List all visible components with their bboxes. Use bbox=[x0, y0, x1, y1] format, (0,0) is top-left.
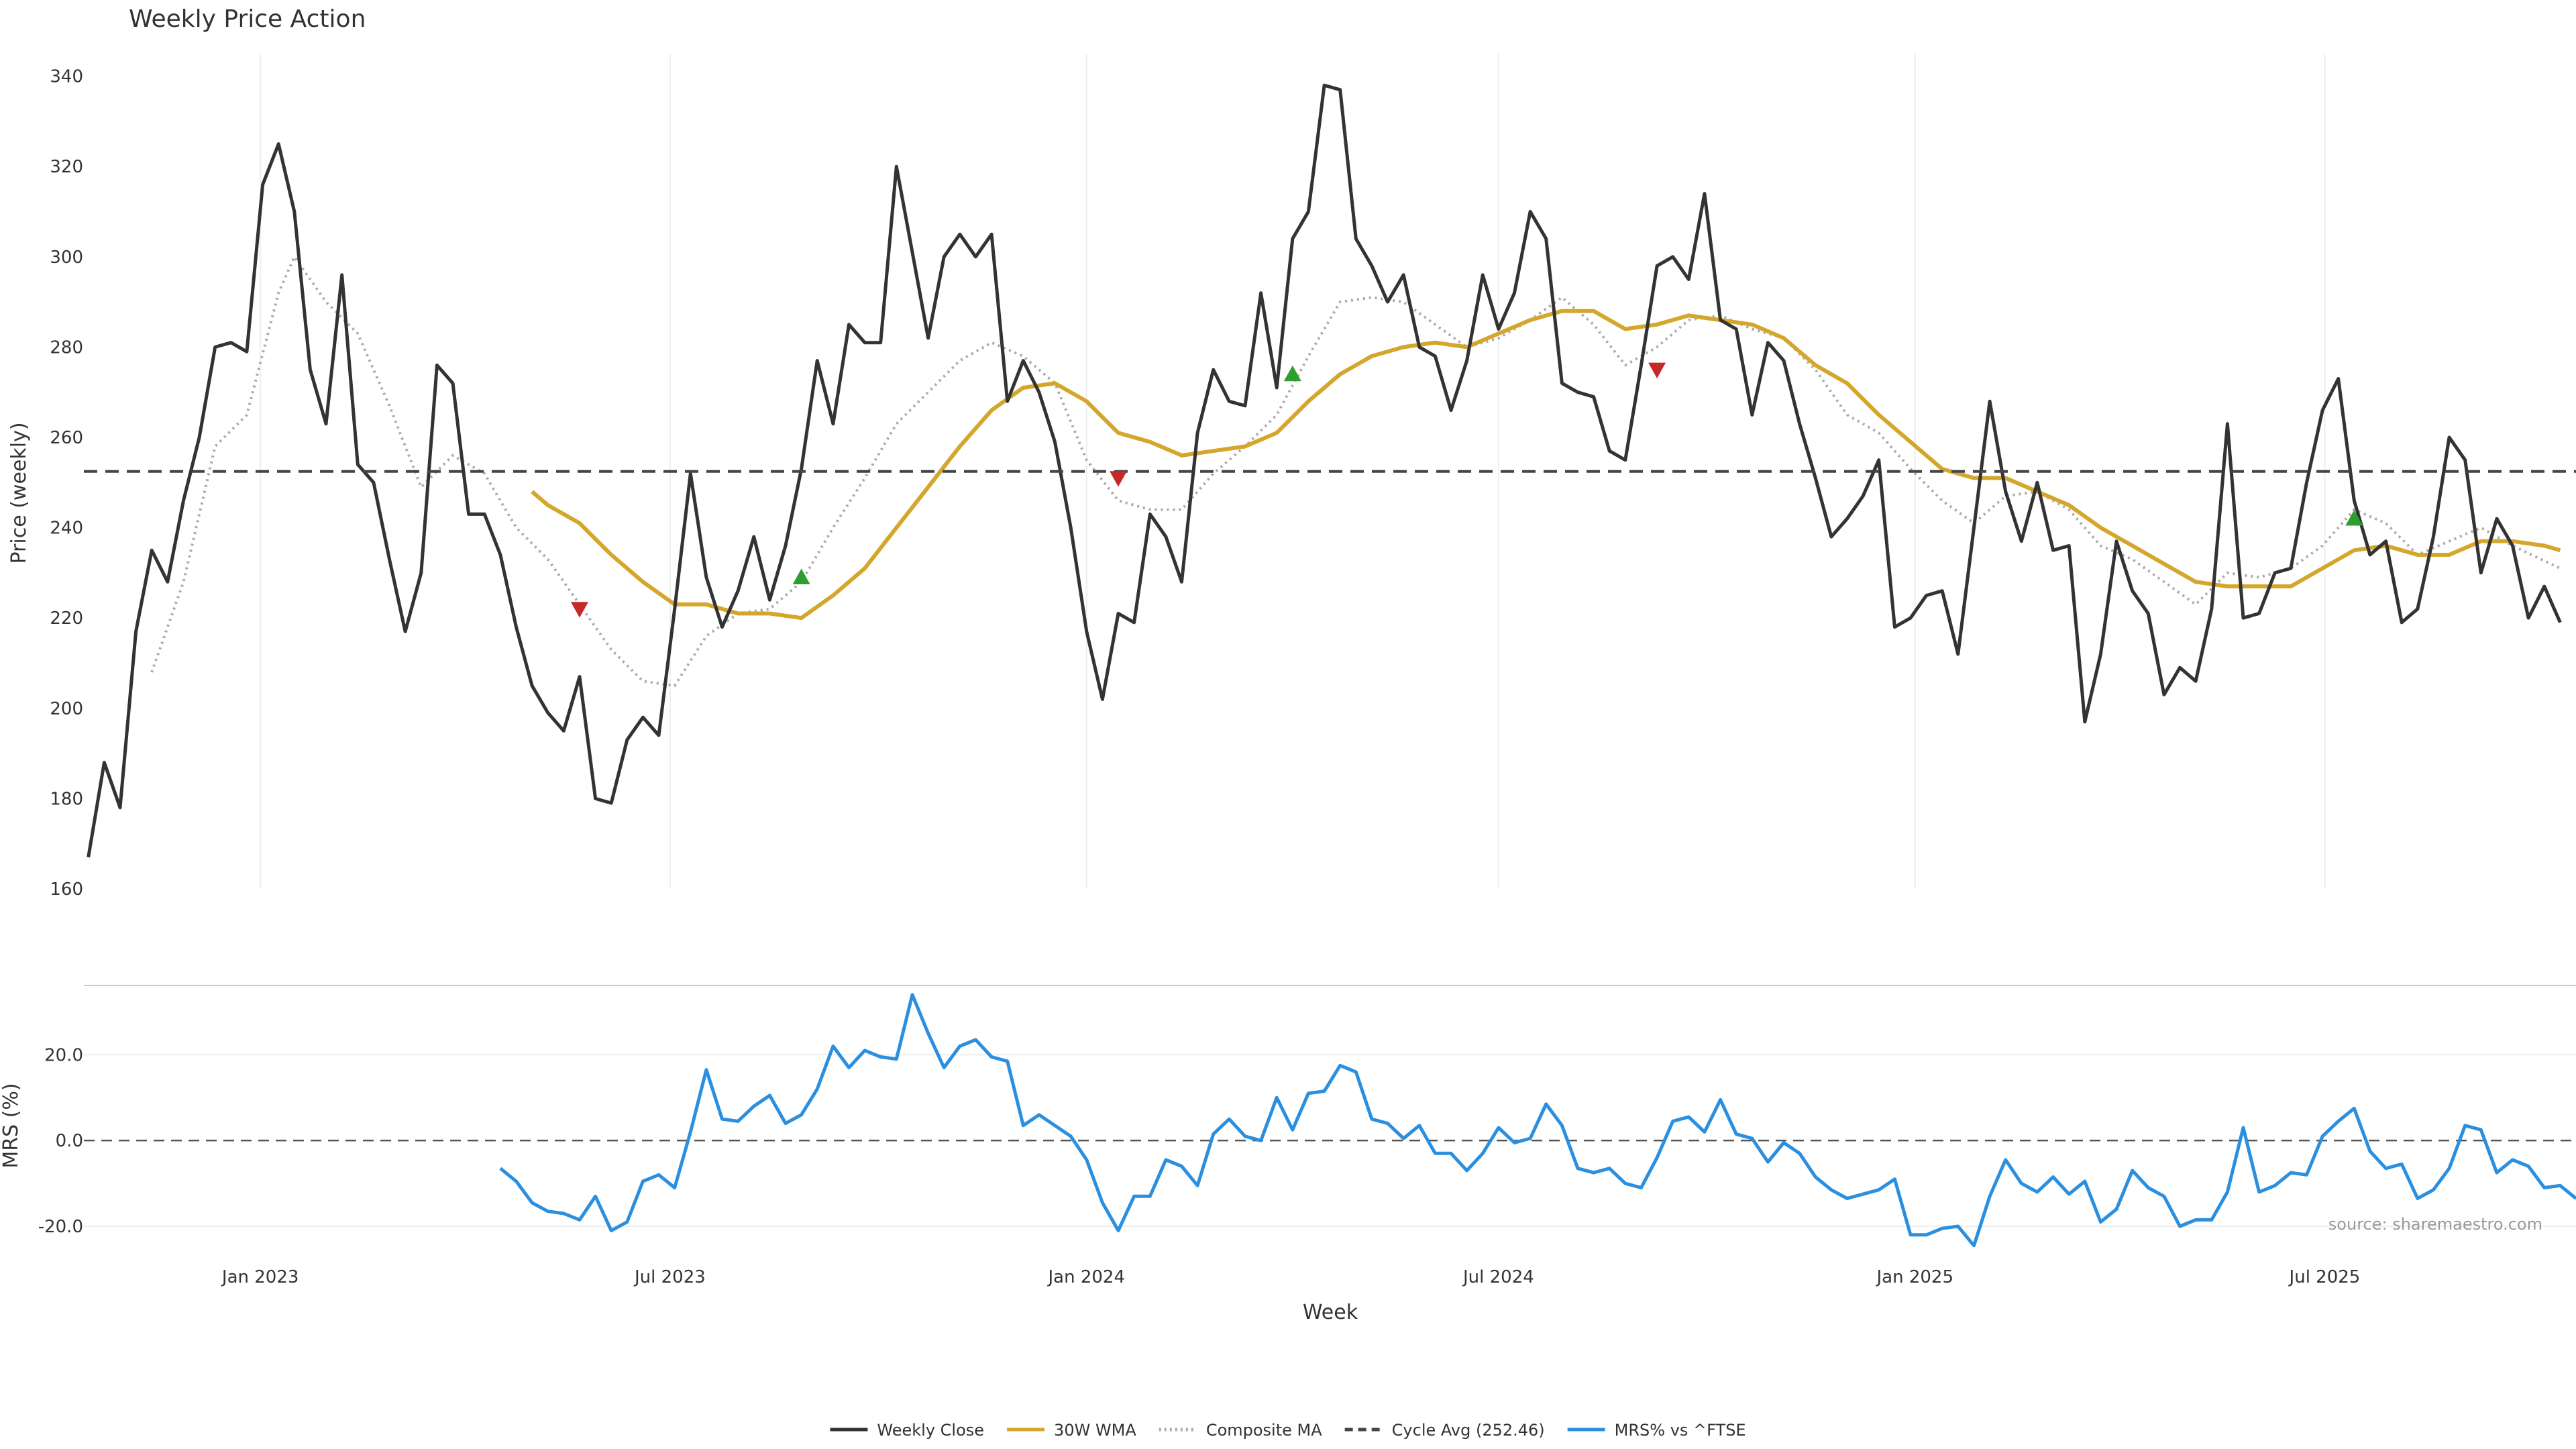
mrs-series bbox=[499, 993, 2576, 1248]
x-tick-label: Jul 2025 bbox=[2288, 1267, 2361, 1287]
x-tick-label: Jan 2024 bbox=[1047, 1267, 1126, 1287]
sell-signal-marker bbox=[1648, 362, 1666, 379]
x-tick-label: Jan 2025 bbox=[1875, 1267, 1953, 1287]
sell-signal-marker bbox=[1110, 471, 1128, 487]
buy-signal-marker bbox=[2345, 510, 2363, 526]
price-series bbox=[84, 83, 2576, 858]
30w-wma-line bbox=[531, 309, 2561, 621]
y-tick-label: 160 bbox=[50, 879, 83, 900]
legend-label: MRS% vs ^FTSE bbox=[1615, 1421, 1746, 1440]
buy-signal-marker bbox=[1283, 365, 1301, 382]
sell-signal-marker bbox=[570, 602, 588, 618]
x-tick-label: Jul 2024 bbox=[1462, 1267, 1534, 1287]
y-tick-label: 300 bbox=[50, 248, 83, 268]
mrs-panel-grid: -20.0 0.0 20.0 bbox=[38, 1045, 2576, 1237]
legend-item: Composite MA bbox=[1159, 1421, 1322, 1440]
signal-markers bbox=[570, 362, 2363, 618]
chart-legend: Weekly Close 30W WMA Composite MA Cycle Avg… bbox=[830, 1421, 1746, 1440]
legend-item: 30W WMA bbox=[1007, 1421, 1136, 1440]
y-tick-label: 320 bbox=[50, 157, 83, 177]
legend-label: Weekly Close bbox=[877, 1421, 984, 1440]
composite-ma-line bbox=[150, 255, 2561, 688]
legend-item: Weekly Close bbox=[830, 1421, 984, 1440]
y-tick-label: 260 bbox=[50, 428, 83, 448]
mrs-line bbox=[499, 993, 2576, 1248]
source-watermark: source: sharemaestro.com bbox=[2328, 1215, 2542, 1234]
y-tick-label: 220 bbox=[50, 608, 83, 629]
y-tick-label: 280 bbox=[50, 337, 83, 358]
weekly-close-line bbox=[87, 83, 2562, 858]
mrs-tick-label: 20.0 bbox=[44, 1045, 83, 1065]
legend-item: MRS% vs ^FTSE bbox=[1567, 1421, 1746, 1440]
y-tick-label: 340 bbox=[50, 67, 83, 87]
x-tick-label: Jan 2023 bbox=[221, 1267, 299, 1287]
x-axis-title: Week bbox=[1303, 1301, 1358, 1324]
mrs-tick-label: 0.0 bbox=[56, 1131, 83, 1151]
legend-label: 30W WMA bbox=[1054, 1421, 1136, 1440]
price-axis-title: Price (weekly) bbox=[7, 422, 31, 564]
legend-label: Composite MA bbox=[1206, 1421, 1322, 1440]
legend-item: Cycle Avg (252.46) bbox=[1344, 1421, 1545, 1440]
legend-label: Cycle Avg (252.46) bbox=[1392, 1421, 1545, 1440]
y-tick-label: 200 bbox=[50, 699, 83, 719]
x-tick-label: Jul 2023 bbox=[633, 1267, 706, 1287]
x-axis-ticks: Jan 2023 Jul 2023 Jan 2024 Jul 2024 Jan 2025… bbox=[221, 1267, 2360, 1287]
buy-signal-marker bbox=[792, 568, 810, 585]
mrs-tick-label: -20.0 bbox=[38, 1217, 83, 1237]
y-tick-label: 240 bbox=[50, 519, 83, 539]
mrs-axis-title: MRS (%) bbox=[0, 1083, 23, 1168]
y-tick-label: 180 bbox=[50, 789, 83, 809]
chart-title: Weekly Price Action bbox=[129, 5, 366, 33]
